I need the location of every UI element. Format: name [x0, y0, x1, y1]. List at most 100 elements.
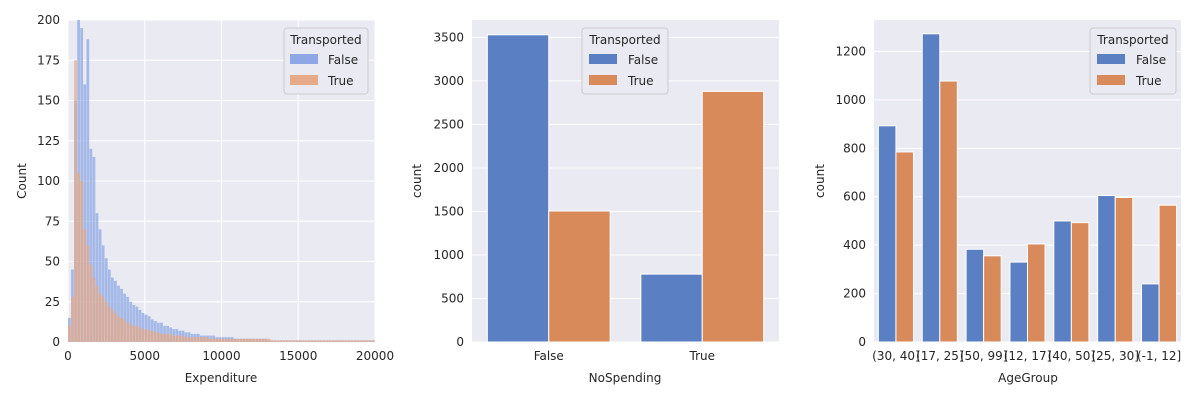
hist-bar-true — [350, 340, 354, 342]
hist-bar-true — [193, 337, 197, 342]
hist-bar-true — [114, 313, 117, 342]
hist-bar-true — [282, 340, 286, 342]
hist-bar-true — [218, 338, 222, 342]
hist-bar-true — [267, 338, 271, 342]
hist-bar-false — [95, 213, 99, 342]
hist-bar-false — [184, 332, 188, 342]
hist-bar-false — [187, 332, 191, 342]
hist-bar-true — [215, 338, 219, 342]
hist-bar-true — [239, 338, 243, 342]
x-ticks-3: (30, 40](17, 25](50, 99](12, 17](40, 50]… — [872, 349, 1181, 363]
hist-bar-true — [273, 340, 277, 342]
hist-bar-true — [325, 340, 329, 342]
y-tick-label: 2000 — [433, 161, 464, 175]
hist-bar-true — [132, 325, 136, 342]
hist-bar-false — [135, 306, 139, 342]
hist-bar-true — [77, 172, 80, 342]
hist-bar-true — [166, 333, 170, 342]
hist-bar-false — [92, 156, 96, 342]
y-tick-label: 1200 — [835, 44, 866, 58]
hist-bar-true — [371, 340, 375, 342]
y-ticks-1: 0 25 50 75 100 125 150 175 200 — [37, 13, 60, 349]
x-tick-label: 15000 — [279, 349, 317, 363]
legend-3-title: Transported — [1096, 33, 1168, 47]
hist-bar-true — [246, 338, 249, 342]
hist-bar-true — [261, 338, 265, 342]
hist-bar-false — [89, 148, 93, 342]
x-tick-label: (30, 40] — [872, 349, 920, 363]
hist-bar-false — [141, 313, 145, 342]
hist-bar-true — [89, 264, 93, 342]
hist-bar-false — [126, 296, 130, 342]
legend-1: Transported False True — [283, 27, 369, 95]
hist-bar-true — [252, 338, 255, 342]
y-tick-label: 0 — [456, 335, 464, 349]
hist-bar-true — [258, 338, 262, 342]
hist-bar-false — [144, 314, 148, 342]
legend-3-swatch-true — [1097, 75, 1125, 85]
hist-bar-true — [341, 340, 344, 342]
hist-bar-true — [203, 337, 206, 342]
bar-true — [1114, 196, 1134, 343]
hist-bar-false — [101, 245, 105, 342]
hist-bar-true — [298, 340, 302, 342]
hist-bar-true — [344, 340, 348, 342]
hist-bar-true — [123, 319, 127, 342]
hist-bar-true — [86, 245, 90, 342]
hist-bar-true — [224, 338, 228, 342]
bar-false — [1009, 261, 1029, 343]
y-tick-label: 150 — [37, 94, 60, 108]
hist-bar-true — [230, 338, 234, 342]
hist-bar-true — [92, 277, 96, 342]
hist-bar-true — [200, 337, 203, 342]
y-tick-label: 50 — [45, 255, 60, 269]
y-axis-label-3: count — [813, 164, 827, 198]
hist-bar-true — [289, 340, 292, 342]
bar-false — [877, 125, 897, 343]
hist-bar-true — [362, 340, 366, 342]
y-axis-label-2: count — [410, 164, 424, 198]
y-tick-label: 500 — [441, 291, 464, 305]
legend-2-label-false: False — [628, 53, 658, 67]
hist-bar-true — [117, 316, 120, 342]
x-ticks-1: 0 5000 10000 15000 20000 — [64, 349, 394, 363]
hist-bar-true — [353, 340, 357, 342]
hist-bar-true — [74, 60, 77, 342]
hist-bar-true — [295, 340, 298, 342]
hist-bar-true — [292, 340, 295, 342]
hist-bar-false — [104, 258, 108, 342]
x-tick-label: (50, 99] — [960, 349, 1008, 363]
hist-bar-false — [86, 39, 90, 342]
hist-bar-true — [68, 325, 71, 342]
bar-false — [965, 248, 985, 343]
hist-bar-true — [368, 340, 372, 342]
hist-bar-true — [264, 338, 268, 342]
hist-bar-true — [332, 340, 335, 342]
y-tick-label: 800 — [843, 141, 866, 155]
y-tick-label: 200 — [843, 287, 866, 301]
hist-bar-false — [150, 319, 154, 342]
hist-bar-false — [98, 229, 102, 342]
legend-2: Transported False True — [581, 27, 669, 95]
hist-bar-true — [138, 327, 142, 342]
hist-bar-false — [160, 322, 163, 342]
legend-3: Transported False True — [1089, 27, 1177, 95]
hist-bar-true — [270, 340, 274, 342]
hist-bar-true — [338, 340, 341, 342]
y-tick-label: 175 — [37, 53, 60, 67]
bar-false — [486, 34, 550, 343]
bar-true — [939, 80, 958, 343]
hist-bar-true — [175, 335, 179, 342]
hist-bar-true — [307, 340, 311, 342]
hist-bar-true — [187, 337, 191, 342]
x-tick-label: True — [689, 349, 716, 363]
legend-2-label-true: True — [627, 74, 654, 88]
hist-bar-true — [212, 338, 216, 342]
bar-true — [895, 151, 914, 343]
bar-true — [983, 255, 1002, 343]
hist-bar-true — [110, 309, 114, 342]
x-tick-label: (-1, 12] — [1137, 349, 1181, 363]
hist-bar-true — [285, 340, 289, 342]
bar-false — [1053, 220, 1072, 343]
hist-bar-true — [104, 301, 108, 342]
